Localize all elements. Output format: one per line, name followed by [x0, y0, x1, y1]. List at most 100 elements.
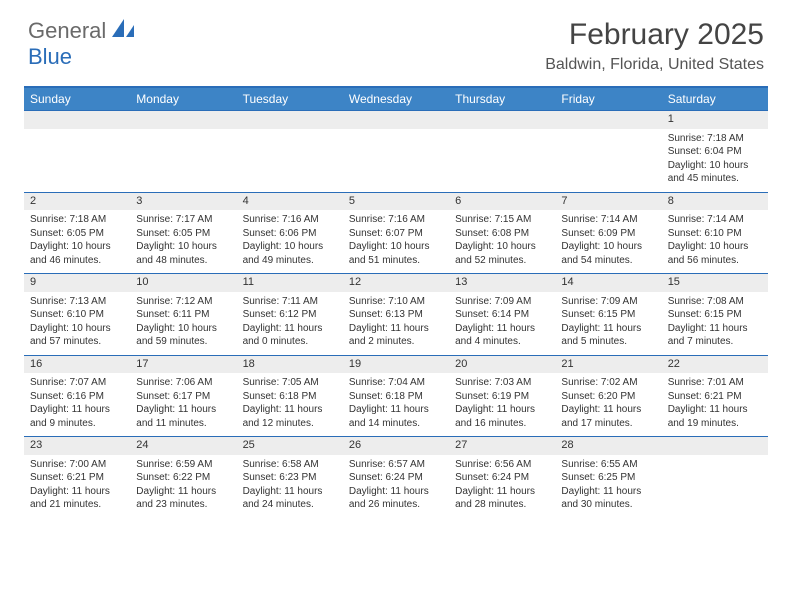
logo-text-blue-wrap: Blue — [28, 44, 72, 70]
daylight-text: Daylight: 11 hours and 12 minutes. — [243, 403, 337, 430]
day-number-cell: 13 — [449, 274, 555, 292]
sunrise-text: Sunrise: 7:03 AM — [455, 376, 549, 390]
sunrise-text: Sunrise: 7:17 AM — [136, 213, 230, 227]
header: General February 2025 Baldwin, Florida, … — [0, 0, 792, 80]
day-content-cell: Sunrise: 6:55 AMSunset: 6:25 PMDaylight:… — [555, 455, 661, 518]
daylight-text: Daylight: 11 hours and 14 minutes. — [349, 403, 443, 430]
sunset-text: Sunset: 6:04 PM — [668, 145, 762, 159]
day-content-cell: Sunrise: 7:16 AMSunset: 6:07 PMDaylight:… — [343, 210, 449, 274]
day-content-cell: Sunrise: 7:07 AMSunset: 6:16 PMDaylight:… — [24, 373, 130, 437]
sunset-text: Sunset: 6:24 PM — [349, 471, 443, 485]
day-number-cell: 28 — [555, 437, 661, 455]
day-number-cell: 20 — [449, 355, 555, 373]
day-content-cell: Sunrise: 7:00 AMSunset: 6:21 PMDaylight:… — [24, 455, 130, 518]
content-row: Sunrise: 7:18 AMSunset: 6:04 PMDaylight:… — [24, 129, 768, 193]
col-tuesday: Tuesday — [237, 88, 343, 111]
title-block: February 2025 Baldwin, Florida, United S… — [545, 18, 764, 74]
col-thursday: Thursday — [449, 88, 555, 111]
sunrise-text: Sunrise: 7:16 AM — [349, 213, 443, 227]
col-saturday: Saturday — [662, 88, 768, 111]
month-title: February 2025 — [545, 18, 764, 52]
sunset-text: Sunset: 6:09 PM — [561, 227, 655, 241]
day-content-cell — [449, 129, 555, 193]
daylight-text: Daylight: 11 hours and 30 minutes. — [561, 485, 655, 512]
sunset-text: Sunset: 6:17 PM — [136, 390, 230, 404]
daylight-text: Daylight: 11 hours and 7 minutes. — [668, 322, 762, 349]
sunrise-text: Sunrise: 7:14 AM — [668, 213, 762, 227]
col-wednesday: Wednesday — [343, 88, 449, 111]
sunrise-text: Sunrise: 6:58 AM — [243, 458, 337, 472]
daylight-text: Daylight: 10 hours and 51 minutes. — [349, 240, 443, 267]
day-content-cell: Sunrise: 7:15 AMSunset: 6:08 PMDaylight:… — [449, 210, 555, 274]
day-number-cell: 2 — [24, 192, 130, 210]
daylight-text: Daylight: 10 hours and 49 minutes. — [243, 240, 337, 267]
content-row: Sunrise: 7:18 AMSunset: 6:05 PMDaylight:… — [24, 210, 768, 274]
day-number-cell: 15 — [662, 274, 768, 292]
sunrise-text: Sunrise: 6:55 AM — [561, 458, 655, 472]
logo-text-general: General — [28, 18, 106, 44]
daylight-text: Daylight: 10 hours and 59 minutes. — [136, 322, 230, 349]
daylight-text: Daylight: 10 hours and 46 minutes. — [30, 240, 124, 267]
daylight-text: Daylight: 11 hours and 11 minutes. — [136, 403, 230, 430]
day-content-cell: Sunrise: 7:13 AMSunset: 6:10 PMDaylight:… — [24, 292, 130, 356]
sunset-text: Sunset: 6:19 PM — [455, 390, 549, 404]
sunset-text: Sunset: 6:10 PM — [668, 227, 762, 241]
sunset-text: Sunset: 6:25 PM — [561, 471, 655, 485]
day-content-cell: Sunrise: 7:11 AMSunset: 6:12 PMDaylight:… — [237, 292, 343, 356]
logo-sail-icon — [112, 19, 138, 44]
day-number-cell: 27 — [449, 437, 555, 455]
day-content-cell: Sunrise: 7:03 AMSunset: 6:19 PMDaylight:… — [449, 373, 555, 437]
logo-text-blue: Blue — [28, 44, 72, 69]
day-content-cell: Sunrise: 6:56 AMSunset: 6:24 PMDaylight:… — [449, 455, 555, 518]
sunrise-text: Sunrise: 7:09 AM — [455, 295, 549, 309]
day-number-cell: 4 — [237, 192, 343, 210]
sunrise-text: Sunrise: 7:16 AM — [243, 213, 337, 227]
day-content-cell: Sunrise: 7:01 AMSunset: 6:21 PMDaylight:… — [662, 373, 768, 437]
sunrise-text: Sunrise: 7:04 AM — [349, 376, 443, 390]
day-number-cell: 17 — [130, 355, 236, 373]
day-number-cell: 26 — [343, 437, 449, 455]
sunrise-text: Sunrise: 7:08 AM — [668, 295, 762, 309]
sunset-text: Sunset: 6:15 PM — [561, 308, 655, 322]
day-number-cell: 12 — [343, 274, 449, 292]
sunrise-text: Sunrise: 7:11 AM — [243, 295, 337, 309]
day-content-cell — [343, 129, 449, 193]
day-content-cell: Sunrise: 6:58 AMSunset: 6:23 PMDaylight:… — [237, 455, 343, 518]
sunrise-text: Sunrise: 7:15 AM — [455, 213, 549, 227]
day-number-cell: 14 — [555, 274, 661, 292]
sunrise-text: Sunrise: 7:05 AM — [243, 376, 337, 390]
sunset-text: Sunset: 6:10 PM — [30, 308, 124, 322]
day-number-cell: 10 — [130, 274, 236, 292]
daylight-text: Daylight: 11 hours and 26 minutes. — [349, 485, 443, 512]
day-content-cell: Sunrise: 6:59 AMSunset: 6:22 PMDaylight:… — [130, 455, 236, 518]
day-content-cell — [24, 129, 130, 193]
sunset-text: Sunset: 6:21 PM — [668, 390, 762, 404]
sunrise-text: Sunrise: 7:13 AM — [30, 295, 124, 309]
daynum-row: 1 — [24, 111, 768, 129]
daylight-text: Daylight: 11 hours and 5 minutes. — [561, 322, 655, 349]
daylight-text: Daylight: 10 hours and 54 minutes. — [561, 240, 655, 267]
day-number-cell: 1 — [662, 111, 768, 129]
sunset-text: Sunset: 6:24 PM — [455, 471, 549, 485]
daylight-text: Daylight: 11 hours and 4 minutes. — [455, 322, 549, 349]
sunset-text: Sunset: 6:22 PM — [136, 471, 230, 485]
day-number-cell: 23 — [24, 437, 130, 455]
day-number-cell: 21 — [555, 355, 661, 373]
daylight-text: Daylight: 10 hours and 48 minutes. — [136, 240, 230, 267]
sunrise-text: Sunrise: 6:56 AM — [455, 458, 549, 472]
daylight-text: Daylight: 11 hours and 23 minutes. — [136, 485, 230, 512]
day-number-cell: 24 — [130, 437, 236, 455]
day-content-cell: Sunrise: 7:16 AMSunset: 6:06 PMDaylight:… — [237, 210, 343, 274]
sunset-text: Sunset: 6:06 PM — [243, 227, 337, 241]
day-content-cell — [662, 455, 768, 518]
sunrise-text: Sunrise: 6:59 AM — [136, 458, 230, 472]
calendar-table: Sunday Monday Tuesday Wednesday Thursday… — [24, 88, 768, 518]
sunset-text: Sunset: 6:18 PM — [243, 390, 337, 404]
daylight-text: Daylight: 11 hours and 9 minutes. — [30, 403, 124, 430]
day-content-cell: Sunrise: 7:06 AMSunset: 6:17 PMDaylight:… — [130, 373, 236, 437]
day-number-cell — [343, 111, 449, 129]
sunrise-text: Sunrise: 7:10 AM — [349, 295, 443, 309]
day-number-cell: 11 — [237, 274, 343, 292]
day-number-cell: 25 — [237, 437, 343, 455]
sunrise-text: Sunrise: 7:01 AM — [668, 376, 762, 390]
